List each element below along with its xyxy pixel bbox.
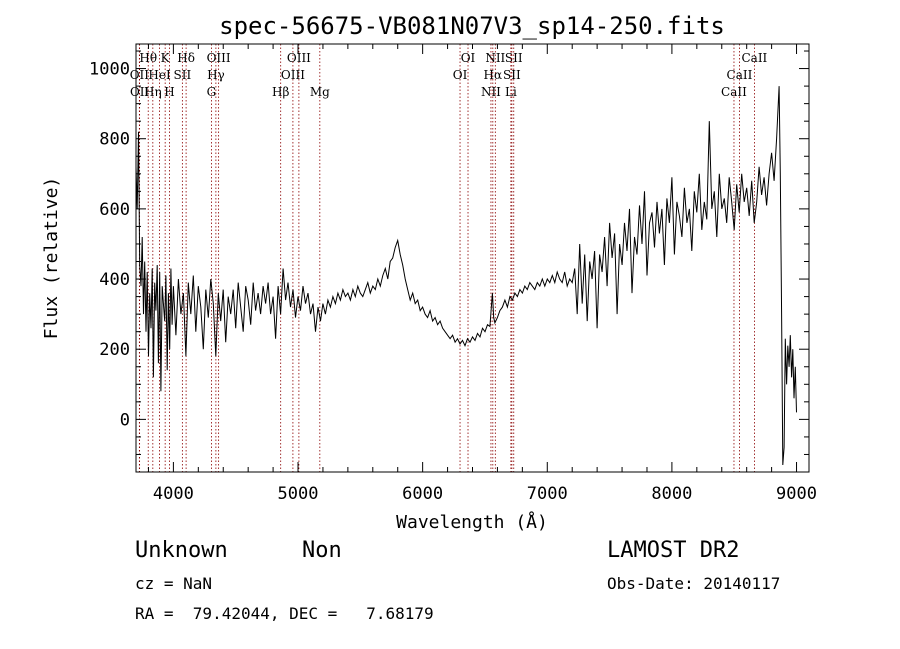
- x-axis-ticks: 4000 5000 6000 7000 8000 9000: [147, 44, 817, 504]
- y-tick-label: 200: [99, 340, 130, 360]
- y-tick-label: 600: [99, 200, 130, 220]
- spectrum-line: [135, 86, 797, 466]
- spectral-line-label: SII: [505, 51, 523, 65]
- x-tick-label: 9000: [776, 484, 817, 504]
- spectral-line-label: Hβ: [272, 85, 289, 99]
- plot-frame: [135, 43, 810, 473]
- redshift-cz: cz = NaN: [135, 574, 213, 593]
- spectral-line-label: Mg: [310, 85, 330, 99]
- spectral-line-label: SII: [503, 68, 521, 82]
- y-tick-label: 400: [99, 270, 130, 290]
- spectral-line-label: OI: [453, 68, 468, 82]
- spectral-line-label: OIII: [287, 51, 311, 65]
- spectral-line-label: Hθ: [139, 51, 157, 65]
- spectral-line-label: CaII: [741, 51, 767, 65]
- spectral-line-label: OII: [130, 68, 150, 82]
- spectral-line-label: K: [161, 51, 171, 65]
- spectral-line-label: NII: [485, 51, 505, 65]
- coordinates: RA = 79.42044, DEC = 7.68179: [135, 604, 434, 623]
- y-tick-label: 800: [99, 130, 130, 150]
- object-class: Unknown: [135, 538, 228, 563]
- x-tick-label: 8000: [651, 484, 692, 504]
- x-tick-label: 7000: [527, 484, 568, 504]
- spectral-line-label: H: [164, 85, 174, 99]
- spectral-line-label: Hη: [144, 85, 162, 99]
- spectral-line-label: NII: [481, 85, 501, 99]
- spectral-line-label: Hδ: [177, 51, 195, 65]
- y-tick-label: 0: [120, 410, 130, 430]
- x-tick-label: 6000: [402, 484, 443, 504]
- spectral-line-label: SII: [174, 68, 192, 82]
- spectral-line-label: Hγ: [207, 68, 225, 82]
- spectral-line-label: OI: [461, 51, 476, 65]
- spectral-line-label: OIII: [281, 68, 305, 82]
- spectral-line-label: CaII: [727, 68, 753, 82]
- y-tick-label: 1000: [89, 60, 130, 80]
- spectral-line-label: Hα: [484, 68, 503, 82]
- spectral-line-label: CaII: [721, 85, 747, 99]
- spectral-line-label: OIII: [207, 51, 231, 65]
- spectral-line-label: G: [207, 85, 217, 99]
- y-axis-ticks: 0 200 400 600 800 1000: [89, 50, 809, 455]
- x-axis-label: Wavelength (Å): [396, 511, 548, 533]
- observation-date: Obs-Date: 20140117: [607, 574, 781, 593]
- spectral-line-label: Li: [505, 85, 517, 99]
- x-tick-label: 5000: [278, 484, 319, 504]
- spectrum-series: [135, 86, 797, 466]
- spectral-line-label: OII: [130, 85, 150, 99]
- spectral-line-label: HeI: [148, 68, 171, 82]
- y-axis-label: Flux (relative): [41, 177, 62, 340]
- survey-name: LAMOST DR2: [607, 538, 740, 563]
- chart-title: spec-56675-VB081N07V3_sp14-250.fits: [219, 12, 725, 40]
- x-tick-label: 4000: [153, 484, 194, 504]
- object-subclass: Non: [302, 538, 342, 563]
